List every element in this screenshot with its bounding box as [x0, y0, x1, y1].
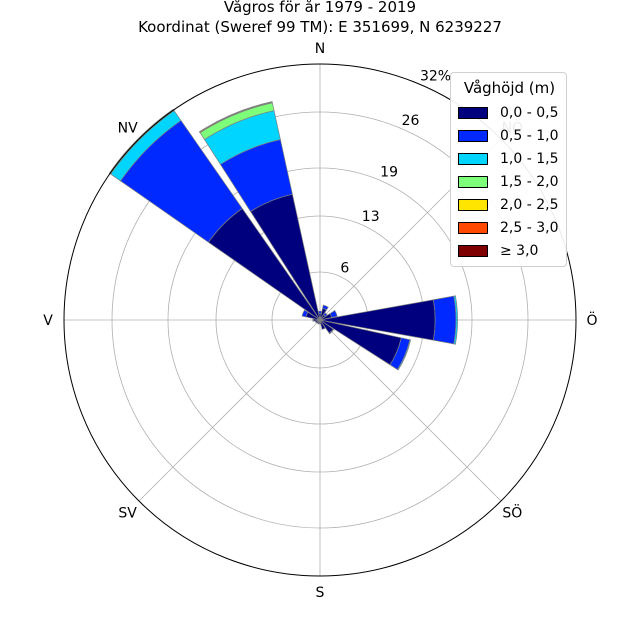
radial-tick-label: 13	[362, 209, 380, 225]
rose-bar-Ö-1	[432, 295, 457, 345]
radial-tick-label: 26	[402, 113, 420, 129]
rose-bar-SSÖ-0	[319, 319, 326, 330]
direction-label-SV: SV	[118, 505, 137, 521]
legend-swatch	[458, 153, 488, 165]
rose-bars	[108, 101, 458, 371]
direction-label-N: N	[315, 41, 325, 57]
radial-tick-labels: 6 13 19 26 32%	[340, 68, 451, 276]
legend-swatch	[458, 222, 488, 234]
legend-label: 0,5 - 1,0	[500, 128, 559, 144]
radial-tick-label: 32%	[420, 68, 451, 84]
outer-ring	[63, 63, 577, 577]
direction-label-S: S	[316, 585, 325, 601]
chart-title: Vågros för år 1979 - 2019	[223, 0, 417, 16]
direction-label-NV: NV	[118, 121, 138, 137]
legend: Våghöjd (m) 0,0 - 0,5 0,5 - 1,0 1,0 - 1,…	[450, 72, 567, 267]
rose-bar-N-1	[318, 310, 322, 315]
chart-subtitle: Koordinat (Sweref 99 TM): E 351699, N 62…	[138, 18, 502, 36]
legend-label: 0,0 - 0,5	[500, 105, 559, 121]
direction-label-Ö: Ö	[586, 311, 597, 329]
rose-bar-NV-3	[108, 108, 175, 175]
legend-title: Våghöjd (m)	[463, 79, 556, 97]
legend-swatch	[458, 245, 488, 257]
direction-label-V: V	[43, 313, 53, 329]
legend-swatch	[458, 107, 488, 119]
radial-tick-label: 6	[340, 261, 349, 277]
legend-label: 2,0 - 2,5	[500, 197, 559, 213]
rose-bar-NNV-5	[198, 101, 273, 133]
legend-swatch	[458, 130, 488, 142]
grid-spoke	[319, 319, 502, 502]
rose-bar-SÖ-1	[328, 328, 335, 335]
direction-label-SÖ: SÖ	[502, 503, 522, 521]
legend-swatch	[458, 176, 488, 188]
legend-swatch	[458, 199, 488, 211]
grid-spoke	[138, 319, 321, 502]
legend-label: 2,5 - 3,0	[500, 220, 559, 236]
radial-tick-label: 19	[380, 165, 398, 181]
legend-label: 1,0 - 1,5	[500, 151, 559, 167]
legend-label: 1,5 - 2,0	[500, 174, 559, 190]
rose-bar-ÖNÖ-1	[329, 310, 338, 318]
rose-bar-V-1	[312, 318, 315, 322]
rose-bar-ÖSÖ-2	[397, 339, 412, 371]
legend-label: ≥ 3,0	[500, 243, 539, 259]
rose-bar-VNV-1	[301, 309, 309, 318]
rose-bar-NNÖ-1	[322, 304, 329, 311]
rose-bar-Ö-2	[453, 295, 458, 345]
